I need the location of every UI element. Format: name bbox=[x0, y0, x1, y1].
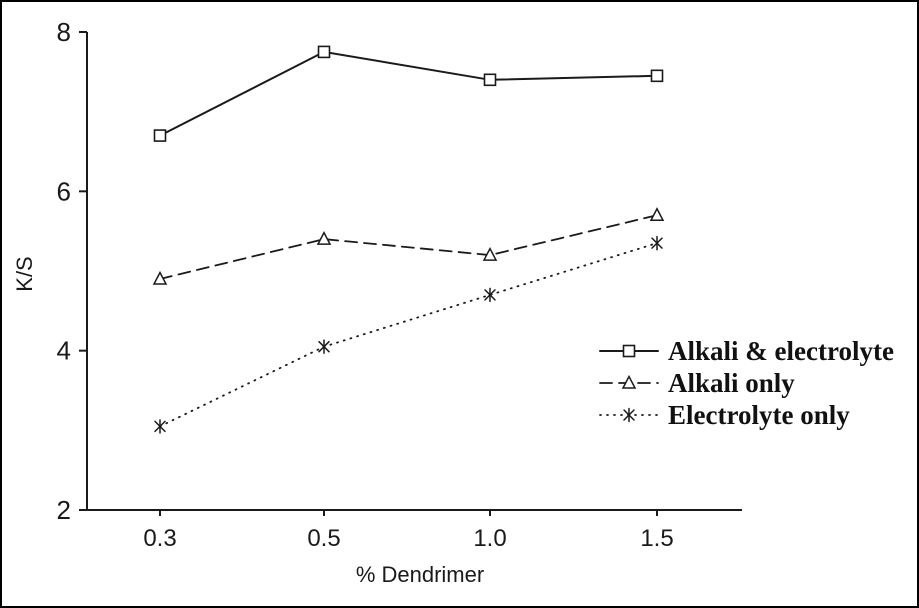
square-marker-icon bbox=[483, 73, 497, 87]
square-marker-icon bbox=[650, 69, 664, 83]
square-marker-icon bbox=[622, 344, 636, 358]
star-marker-icon bbox=[154, 419, 166, 434]
y-tick-label: 4 bbox=[57, 336, 71, 366]
series-electrolyte-only bbox=[154, 235, 663, 434]
x-axis-label: % Dendrimer bbox=[356, 562, 484, 587]
y-tick-label: 6 bbox=[57, 176, 71, 206]
triangle-marker-icon bbox=[316, 231, 332, 245]
x-tick-label: 1.5 bbox=[640, 525, 673, 552]
triangle-marker-icon bbox=[152, 270, 168, 285]
legend-label: Alkali only bbox=[668, 368, 795, 398]
star-marker-icon bbox=[623, 407, 635, 423]
series-alkali-only bbox=[152, 207, 665, 285]
chart-plot-area: 2 4 6 8 0.3 0.5 1.0 1.5 Alkali & electrolyteAlka… bbox=[57, 17, 894, 552]
star-marker-icon bbox=[484, 287, 496, 303]
series-alkali-electrolyte bbox=[153, 45, 664, 142]
triangle-marker-icon bbox=[482, 246, 498, 261]
triangle-marker-icon bbox=[621, 374, 637, 389]
x-tick-label: 0.3 bbox=[143, 525, 176, 552]
x-tick-label: 1.0 bbox=[473, 525, 506, 552]
star-marker-icon bbox=[318, 339, 330, 354]
square-marker-icon bbox=[317, 45, 331, 59]
y-tick-label: 8 bbox=[57, 17, 71, 47]
x-tick-label: 0.5 bbox=[307, 525, 340, 552]
y-tick-label: 2 bbox=[57, 495, 71, 525]
legend-item-alkali-only: Alkali only bbox=[599, 368, 795, 398]
series-line bbox=[159, 50, 658, 137]
y-axis-label: K/S bbox=[12, 256, 37, 291]
axes bbox=[86, 32, 742, 511]
legend-item-electrolyte-only: Electrolyte only bbox=[599, 400, 850, 430]
series-line bbox=[159, 214, 658, 280]
series-line bbox=[159, 242, 658, 428]
legend-label: Alkali & electrolyte bbox=[668, 336, 894, 366]
square-marker-icon bbox=[153, 129, 167, 142]
triangle-marker-icon bbox=[649, 207, 665, 221]
legend-label: Electrolyte only bbox=[668, 400, 850, 430]
legend-item-alkali-electrolyte: Alkali & electrolyte bbox=[599, 336, 894, 366]
star-marker-icon bbox=[651, 235, 663, 251]
